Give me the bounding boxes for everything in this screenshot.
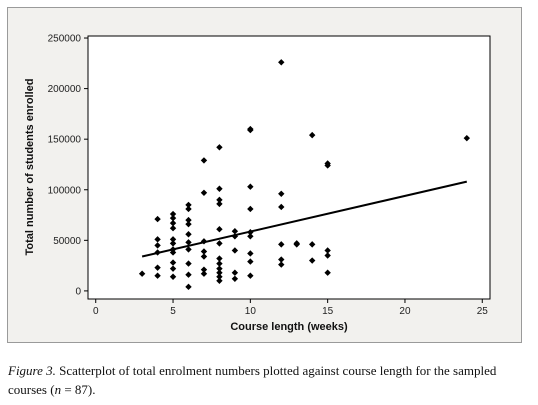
x-axis-title: Course length (weeks) xyxy=(230,321,348,333)
data-point xyxy=(185,239,192,246)
data-point xyxy=(169,249,177,256)
y-tick-label: 200000 xyxy=(48,84,82,95)
data-point xyxy=(169,214,177,222)
y-tick-label: 100000 xyxy=(48,185,82,196)
data-point xyxy=(324,252,331,259)
data-point xyxy=(185,216,192,224)
data-point xyxy=(200,238,208,245)
data-point xyxy=(200,157,208,164)
data-point xyxy=(308,131,316,139)
data-point xyxy=(185,201,192,209)
data-point xyxy=(247,272,254,279)
data-point xyxy=(154,242,161,249)
x-tick-label: 15 xyxy=(322,306,334,317)
data-point xyxy=(216,265,223,272)
data-point xyxy=(216,185,223,192)
data-point xyxy=(247,258,254,265)
data-point xyxy=(154,249,161,256)
data-point xyxy=(138,270,146,277)
data-point xyxy=(185,205,192,213)
x-axis-ticks: 0 5 10 15 20 25 xyxy=(93,299,488,317)
data-point xyxy=(216,277,223,284)
data-point xyxy=(247,233,254,240)
figure-caption: Figure 3. Scatterplot of total enrolment… xyxy=(8,361,533,399)
data-point xyxy=(247,229,254,236)
data-point xyxy=(247,126,254,134)
data-point xyxy=(200,270,208,277)
data-point xyxy=(169,224,177,232)
data-point xyxy=(231,275,239,282)
caption-text-end: = 87). xyxy=(61,382,96,397)
data-point xyxy=(231,269,239,276)
data-point xyxy=(185,260,192,267)
x-tick-label: 20 xyxy=(399,306,411,317)
data-point xyxy=(324,269,331,276)
data-point xyxy=(216,240,223,247)
caption-text: Scatterplot of total enrolment numbers p… xyxy=(8,363,497,397)
data-point xyxy=(169,240,177,247)
y-tick-label: 250000 xyxy=(48,34,82,45)
data-point xyxy=(247,205,254,213)
data-point xyxy=(293,241,300,248)
data-point xyxy=(278,241,285,248)
y-tick-label: 50000 xyxy=(53,236,81,247)
data-point xyxy=(169,236,177,243)
data-point xyxy=(247,250,254,257)
data-point xyxy=(185,246,192,253)
caption-n-symbol: n xyxy=(54,382,62,397)
data-point xyxy=(216,269,223,276)
trend-line xyxy=(141,180,468,258)
data-point xyxy=(200,189,208,196)
data-point xyxy=(324,247,331,254)
data-point xyxy=(169,219,177,227)
x-tick-label: 25 xyxy=(477,306,489,317)
data-point xyxy=(247,183,254,190)
figure-label: Figure 3. xyxy=(8,363,56,378)
data-point xyxy=(324,162,331,169)
data-point xyxy=(169,273,177,280)
x-tick-label: 0 xyxy=(93,306,99,317)
data-point xyxy=(185,283,192,291)
plot-area xyxy=(87,35,491,300)
data-point xyxy=(216,144,223,151)
data-point xyxy=(308,257,316,264)
data-point xyxy=(154,272,161,279)
data-point xyxy=(154,215,161,223)
data-point xyxy=(463,134,471,142)
data-point xyxy=(169,265,177,272)
data-point xyxy=(278,190,285,197)
data-point xyxy=(216,273,223,280)
x-tick-label: 10 xyxy=(245,306,257,317)
data-point xyxy=(185,271,192,278)
data-point xyxy=(216,200,223,208)
data-point xyxy=(278,261,285,268)
data-point xyxy=(200,266,208,273)
data-point xyxy=(278,203,285,211)
data-point xyxy=(154,236,161,243)
y-axis-ticks: 0 50000 100000 150000 200000 250000 xyxy=(48,34,88,297)
x-tick-label: 5 xyxy=(170,306,176,317)
data-point xyxy=(231,228,239,235)
y-tick-label: 150000 xyxy=(48,135,82,146)
data-point xyxy=(154,264,161,271)
data-point xyxy=(216,226,223,233)
data-point xyxy=(216,255,223,262)
data-point xyxy=(278,59,285,66)
data-point xyxy=(185,231,192,238)
data-point xyxy=(200,253,208,260)
data-point xyxy=(216,196,223,204)
data-point xyxy=(308,241,316,248)
data-point xyxy=(169,259,177,266)
data-point xyxy=(231,233,239,240)
y-tick-label: 0 xyxy=(75,286,81,297)
y-axis-title: Total number of students enrolled xyxy=(24,78,36,255)
data-point xyxy=(200,248,208,255)
data-point xyxy=(185,220,192,228)
data-points xyxy=(138,59,471,291)
data-point xyxy=(278,256,285,263)
data-point xyxy=(216,260,223,267)
data-point xyxy=(169,210,177,218)
data-point xyxy=(231,247,239,254)
